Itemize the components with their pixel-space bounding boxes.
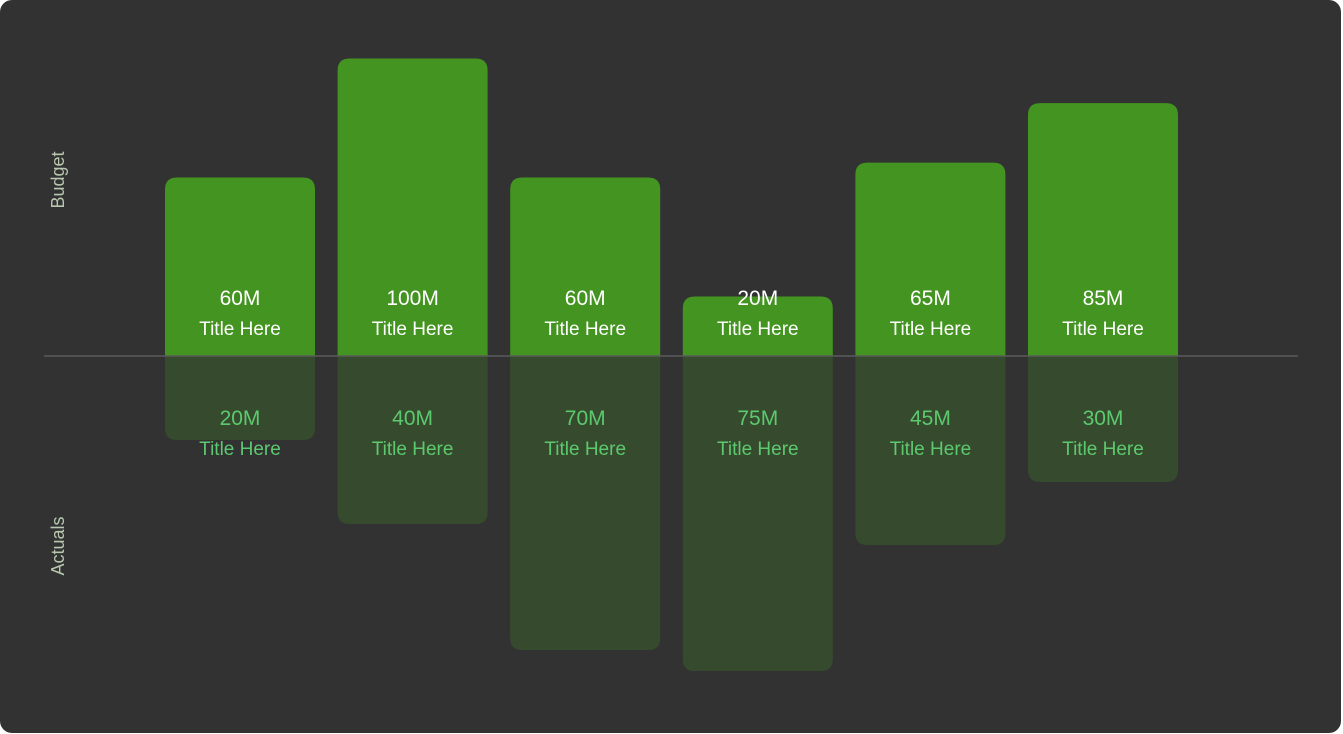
actuals-bar-2	[337, 356, 488, 524]
budget-value-label: 60M	[565, 287, 606, 310]
budget-value-label: 65M	[910, 287, 951, 310]
actuals-value-label: 20M	[220, 407, 261, 430]
budget-category-label: Title Here	[890, 319, 972, 340]
actuals-bar-1	[165, 356, 315, 440]
actuals-bar-4	[682, 356, 833, 671]
budget-category-label: Title Here	[717, 319, 799, 340]
actuals-category-label: Title Here	[199, 439, 281, 460]
axis-label-budget: Budget	[48, 151, 68, 208]
actuals-value-label: 75M	[737, 407, 778, 430]
budget-category-label: Title Here	[1062, 319, 1144, 340]
budget-bar-3	[510, 177, 661, 356]
actuals-value-label: 30M	[1083, 407, 1124, 430]
actuals-bar-5	[855, 356, 1006, 545]
actuals-value-label: 40M	[392, 407, 433, 430]
actuals-category-label: Title Here	[1062, 439, 1144, 460]
budget-value-label: 100M	[386, 287, 439, 310]
actuals-bar-3	[510, 356, 661, 650]
budget-bar-5	[855, 162, 1006, 356]
budget-bar-4	[682, 296, 833, 356]
actuals-value-label: 45M	[910, 407, 951, 430]
budget-category-label: Title Here	[372, 319, 454, 340]
budget-bar-6	[1028, 103, 1178, 356]
budget-value-label: 85M	[1083, 287, 1124, 310]
budget-value-label: 20M	[737, 287, 778, 310]
budget-bar-2	[337, 58, 488, 356]
budget-category-label: Title Here	[544, 319, 626, 340]
budget-value-label: 60M	[220, 287, 261, 310]
actuals-bar-6	[1028, 356, 1178, 482]
actuals-value-label: 70M	[565, 407, 606, 430]
budget-bar-1	[165, 177, 315, 356]
actuals-category-label: Title Here	[372, 439, 454, 460]
actuals-category-label: Title Here	[544, 439, 626, 460]
actuals-category-label: Title Here	[890, 439, 972, 460]
axis-label-actuals: Actuals	[48, 516, 68, 575]
budget-category-label: Title Here	[199, 319, 281, 340]
actuals-category-label: Title Here	[717, 439, 799, 460]
